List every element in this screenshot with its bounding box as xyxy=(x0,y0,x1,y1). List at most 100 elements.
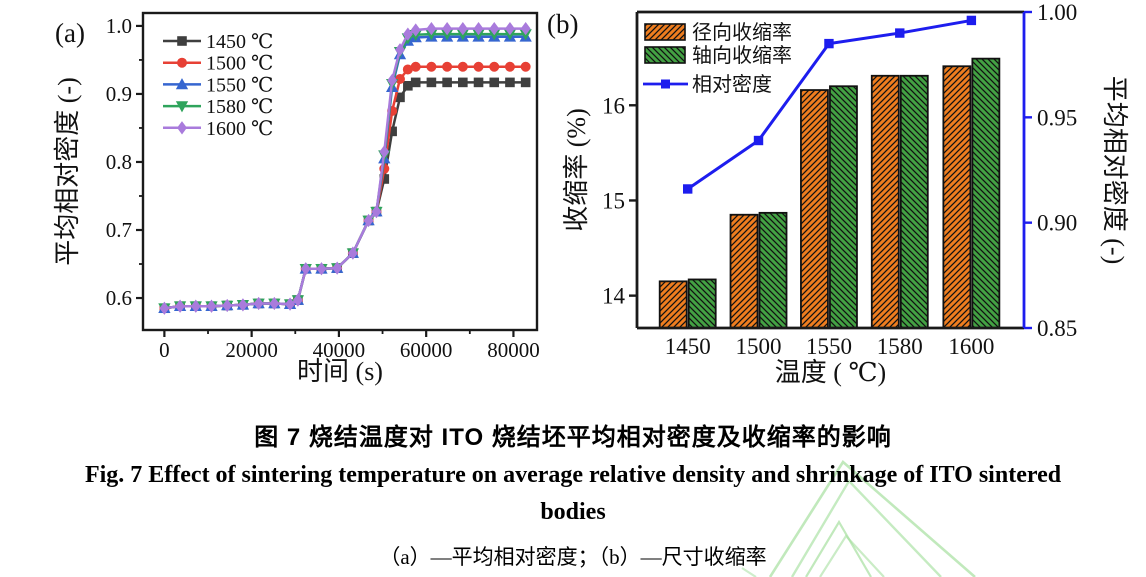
marker-circle xyxy=(426,61,437,72)
marker-diamond xyxy=(285,297,295,311)
marker-square xyxy=(489,77,500,88)
marker-square xyxy=(426,77,437,88)
panel-label-a: (a) xyxy=(55,18,85,48)
marker-diamond xyxy=(292,293,303,307)
marker-diamond xyxy=(505,22,515,36)
marker-triangle-down xyxy=(175,101,189,113)
marker-square xyxy=(177,36,187,46)
left-tick-label: 16 xyxy=(602,93,625,118)
marker-diamond xyxy=(269,296,280,311)
marker-diamond xyxy=(175,299,186,313)
legend-label: 相对密度 xyxy=(692,73,772,96)
legend-label: 1500 ℃ xyxy=(206,53,273,75)
x-axis-title: 时间 (s) xyxy=(297,357,383,386)
marker-square xyxy=(473,77,484,88)
marker-diamond xyxy=(489,22,500,36)
marker-diamond xyxy=(222,298,233,313)
marker-diamond xyxy=(395,43,405,57)
category-label: 1500 xyxy=(736,334,782,359)
legend-swatch-axial xyxy=(644,46,686,64)
marker-square xyxy=(410,77,421,88)
caption-subcaption: （a）—平均相对密度；（b）—尺寸收缩率 xyxy=(379,545,767,569)
bar-radial-1600 xyxy=(942,65,972,329)
marker-square xyxy=(966,15,977,26)
bar-axial-1450 xyxy=(687,278,717,329)
legend-label: 径向收缩率 xyxy=(692,21,792,44)
bar-axial-1580 xyxy=(899,74,929,329)
marker-square xyxy=(520,77,531,88)
marker-diamond xyxy=(402,27,413,41)
x-tick-label: 80000 xyxy=(487,338,540,362)
left-axis-title: 收缩率 (%) xyxy=(562,108,591,231)
marker-circle xyxy=(177,57,187,68)
chart-b-bar-plot: 14 15 16 0.85 0.90 0.95 1.00 1450 1500 1550 1580 16… xyxy=(547,0,1129,387)
bar-radial-1580 xyxy=(870,74,900,329)
marker-diamond xyxy=(206,299,217,313)
marker-triangle-up xyxy=(175,78,189,90)
marker-diamond xyxy=(177,121,187,135)
marker-diamond xyxy=(442,22,453,36)
marker-diamond xyxy=(363,213,374,228)
x-tick-label: 20000 xyxy=(225,338,278,362)
marker-square xyxy=(824,38,834,49)
marker-circle xyxy=(473,61,484,72)
category-label: 1580 xyxy=(877,334,923,359)
y-tick-label: 0.7 xyxy=(106,218,132,242)
marker-diamond xyxy=(347,246,358,260)
x-tick-label: 40000 xyxy=(313,338,366,362)
caption-title-zh: 图 7 烧结温度对 ITO 烧结坯平均相对密度及收缩率的影响 xyxy=(254,424,892,451)
marker-circle xyxy=(489,61,500,72)
bar-axial-1550 xyxy=(829,85,858,329)
marker-diamond xyxy=(520,22,531,36)
marker-square xyxy=(895,28,905,38)
legend-label: 1450 ℃ xyxy=(206,31,273,53)
right-tick-label: 1.00 xyxy=(1037,0,1077,25)
marker-diamond xyxy=(473,22,484,36)
marker-diamond xyxy=(300,262,311,276)
series-line-1600 xyxy=(164,27,526,310)
panel-label-b: (b) xyxy=(547,9,578,39)
legend-swatch-radial xyxy=(644,23,686,41)
y-tick-label: 1.0 xyxy=(106,14,132,38)
category-label: 1550 xyxy=(806,334,852,359)
marker-circle xyxy=(457,61,468,72)
category-label: 1450 xyxy=(665,334,711,359)
x-axis-title: 温度 ( ℃) xyxy=(775,358,886,387)
right-tick-label: 0.95 xyxy=(1037,105,1077,130)
bar-radial-1450 xyxy=(658,280,688,329)
marker-circle xyxy=(410,61,421,72)
bar-radial-1550 xyxy=(800,89,829,329)
marker-diamond xyxy=(316,262,327,276)
legend-label: 轴向收缩率 xyxy=(692,44,792,67)
chart-a-line-plot: 0 20000 40000 60000 80000 0.6 0.7 0.8 0.9 1.0 时间 (… xyxy=(53,11,540,386)
legend-label: 1600 ℃ xyxy=(206,118,273,140)
marker-square xyxy=(458,77,468,88)
watermark-pattern xyxy=(741,460,976,577)
marker-square xyxy=(682,184,693,194)
marker-square xyxy=(403,80,413,91)
left-tick-label: 15 xyxy=(602,188,625,213)
left-tick-label: 14 xyxy=(602,284,626,309)
marker-diamond xyxy=(190,299,201,313)
marker-diamond xyxy=(457,22,468,36)
caption-title-en-line1: Fig. 7 Effect of sintering temperature o… xyxy=(84,462,1062,488)
marker-square xyxy=(442,77,452,88)
y-tick-label: 0.8 xyxy=(106,150,132,174)
plot-frame xyxy=(141,11,539,332)
y-tick-label: 0.6 xyxy=(106,286,132,310)
marker-square xyxy=(753,135,764,146)
y-tick-label: 0.9 xyxy=(106,82,132,106)
marker-square xyxy=(505,77,515,88)
y-axis-title: 平均相对密度 (-) xyxy=(53,77,82,265)
marker-circle xyxy=(520,61,531,72)
bar-axial-1500 xyxy=(758,211,788,329)
right-axis-title: 平均相对密度 (-) xyxy=(1100,76,1129,264)
marker-circle xyxy=(442,61,453,72)
legend-label: 1550 ℃ xyxy=(206,74,273,96)
marker-diamond xyxy=(237,298,248,312)
marker-square xyxy=(661,79,670,89)
marker-diamond xyxy=(159,301,170,315)
marker-diamond xyxy=(387,73,398,87)
right-tick-label: 0.90 xyxy=(1037,211,1077,236)
